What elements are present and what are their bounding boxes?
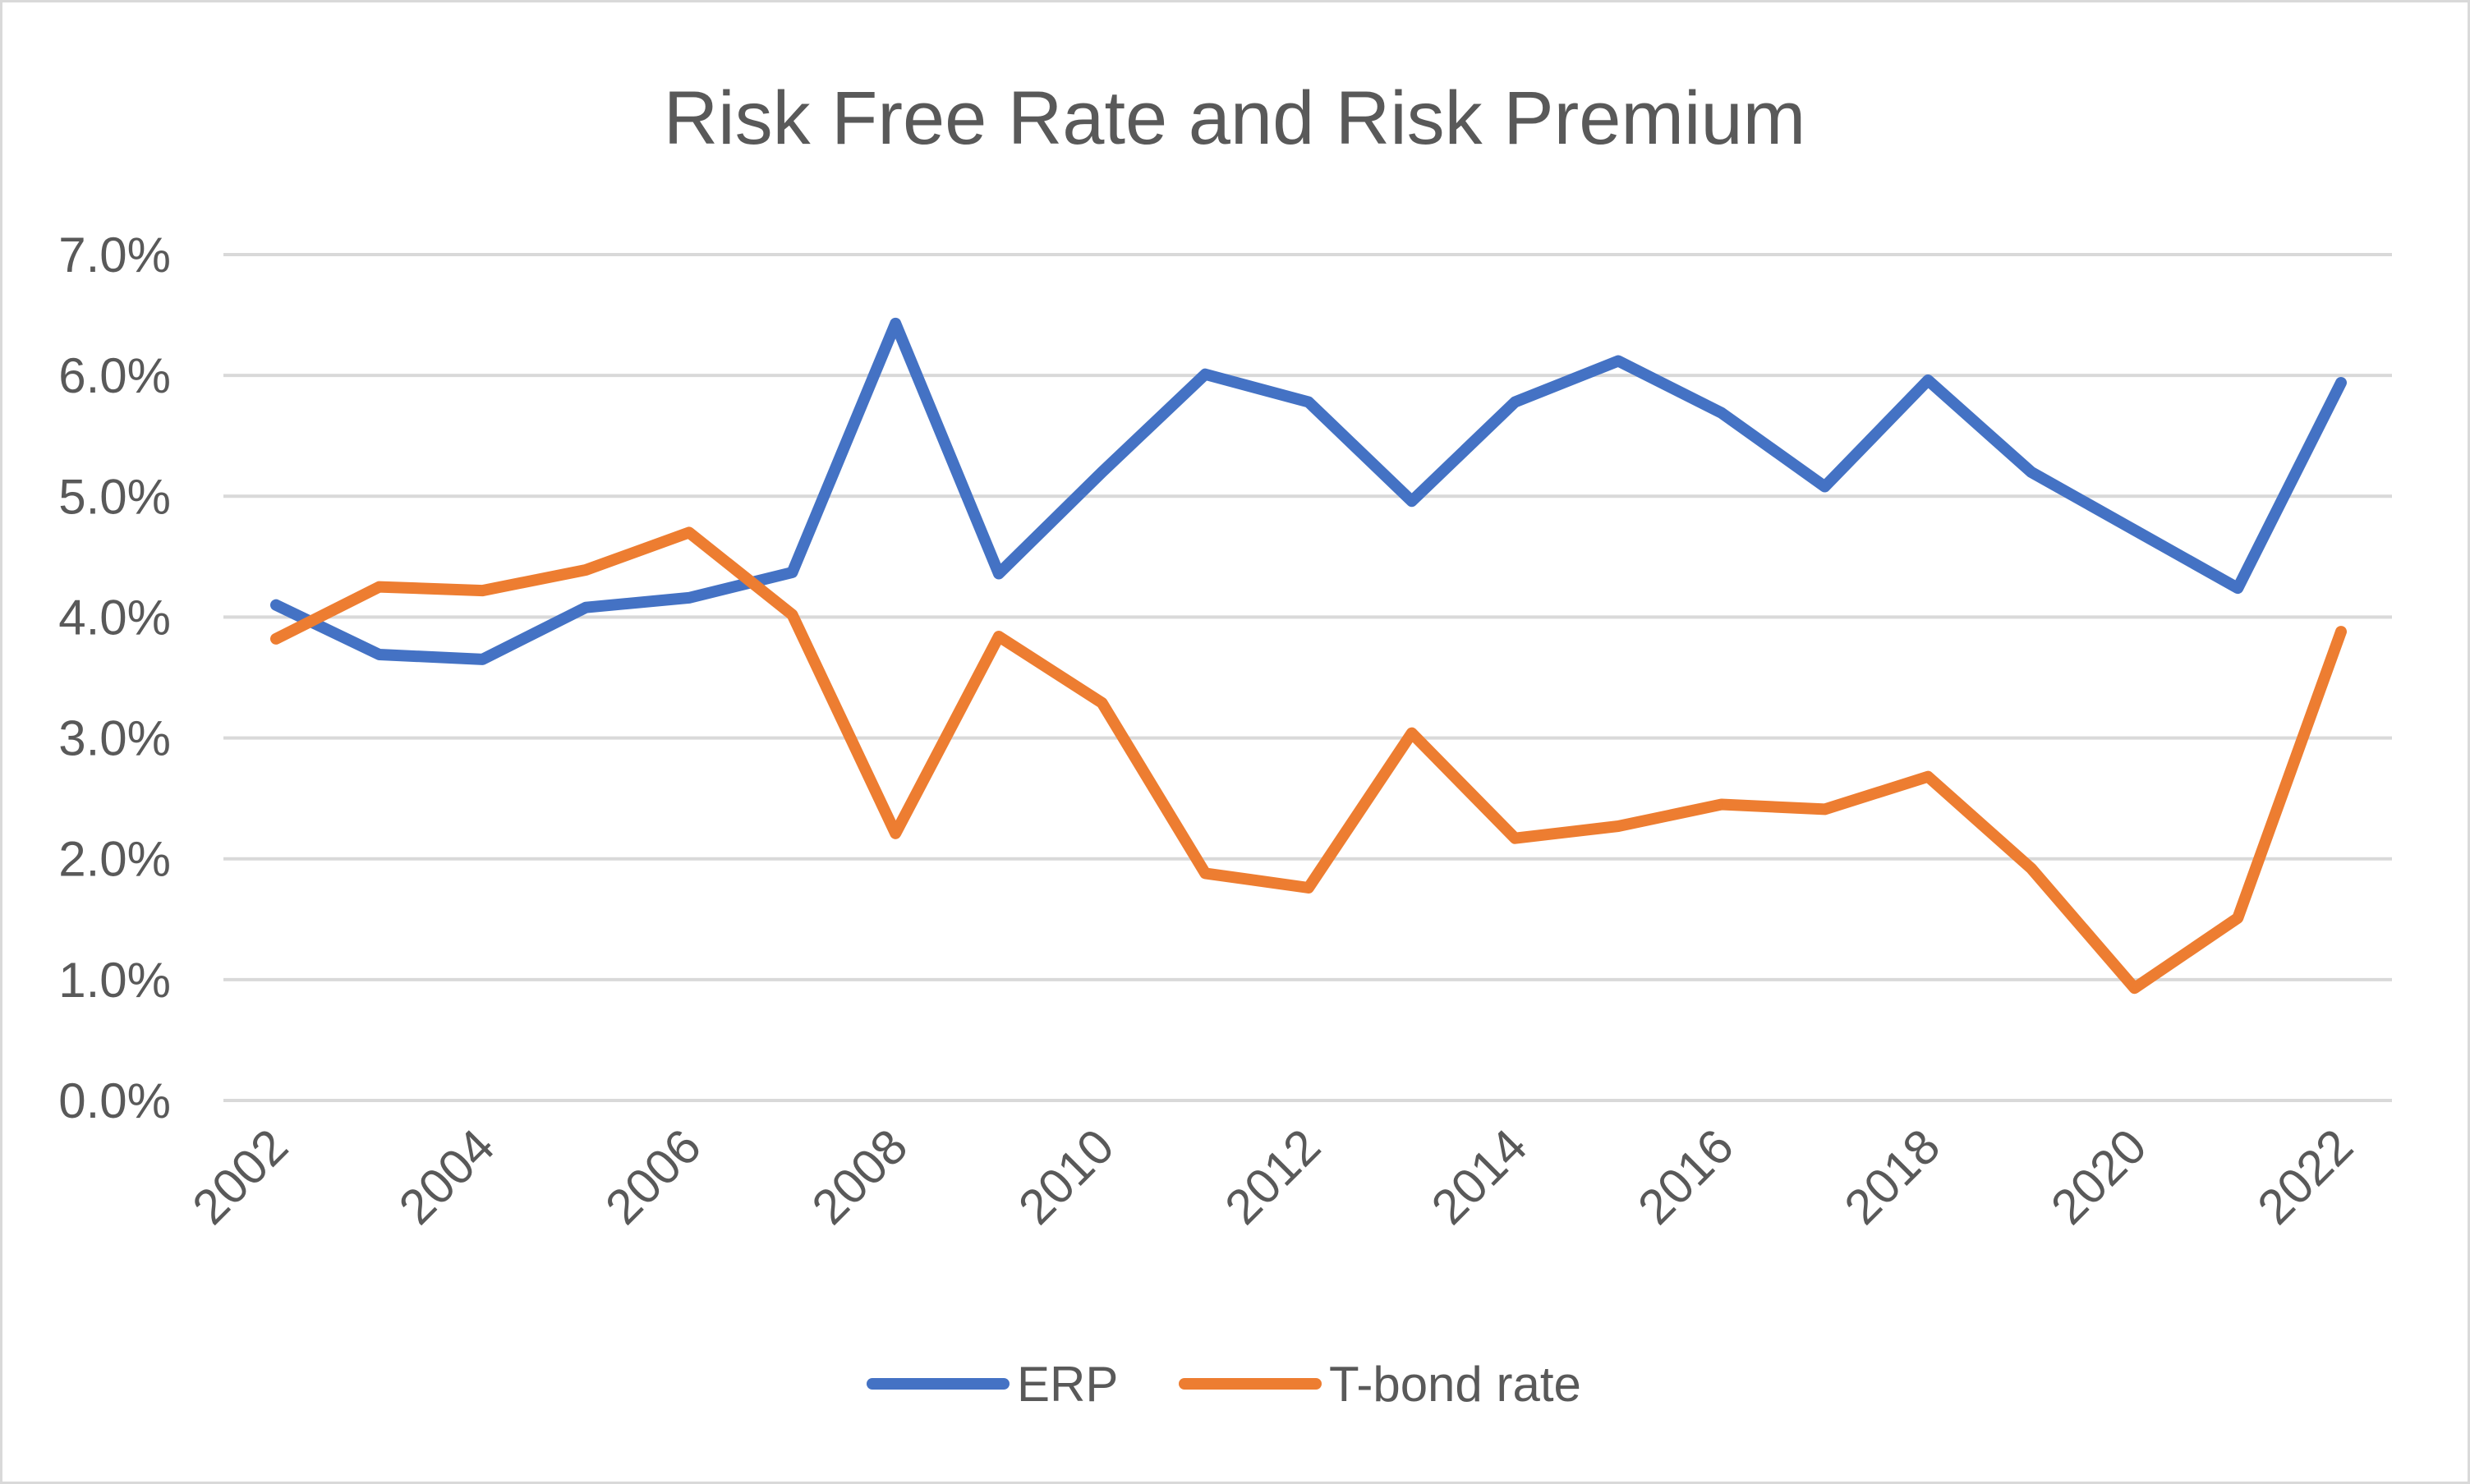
data-point: [996, 634, 1000, 638]
y-tick-label: 7.0%: [58, 227, 171, 283]
x-tick-label: 2012: [1214, 1119, 1331, 1235]
data-point: [274, 636, 278, 641]
data-point: [1100, 701, 1104, 705]
data-point: [1410, 731, 1414, 735]
x-tick-label: 2010: [1008, 1119, 1125, 1235]
legend-item: T-bond rate: [1179, 1357, 1581, 1412]
data-point: [2236, 586, 2240, 590]
data-point: [1617, 824, 1621, 828]
legend: ERP T-bond rate: [867, 1357, 1581, 1412]
data-point: [894, 831, 898, 835]
data-point: [481, 657, 485, 661]
y-tick-label: 6.0%: [58, 348, 171, 403]
y-tick-label: 4.0%: [58, 590, 171, 645]
data-point: [790, 613, 794, 617]
data-point: [1823, 485, 1827, 489]
data-point: [687, 531, 691, 535]
x-tick-label: 2018: [1834, 1119, 1951, 1235]
y-tick-label: 0.0%: [58, 1073, 171, 1128]
data-point: [1719, 411, 1723, 415]
x-tick-label: 2008: [802, 1119, 918, 1235]
data-point: [1513, 400, 1517, 404]
x-tick-label: 2022: [2247, 1119, 2363, 1235]
data-point: [1307, 400, 1310, 404]
series-lines: [270, 317, 2347, 995]
data-point: [274, 603, 278, 607]
data-point: [790, 570, 794, 574]
series-line: [270, 526, 2347, 995]
chart-title: Risk Free Rate and Risk Premium: [664, 76, 1806, 160]
x-tick-label: 2016: [1627, 1119, 1744, 1235]
x-tick-label: 2014: [1421, 1119, 1538, 1235]
data-point: [1926, 774, 1930, 779]
data-point: [2029, 866, 2033, 871]
legend-label: ERP: [1017, 1357, 1118, 1412]
data-point: [2339, 630, 2343, 634]
data-point: [1410, 499, 1414, 503]
data-point: [996, 572, 1000, 576]
data-point: [1719, 802, 1723, 806]
data-point: [2339, 380, 2343, 384]
data-point: [1823, 807, 1827, 811]
data-point: [1100, 470, 1104, 474]
series-erp: [270, 317, 2347, 665]
data-point: [2132, 986, 2137, 990]
data-point: [1307, 886, 1310, 890]
data-point: [894, 321, 898, 325]
x-tick-label: 2002: [182, 1119, 298, 1235]
data-point: [1203, 871, 1207, 875]
data-point: [584, 568, 588, 572]
x-tick-label: 2004: [389, 1119, 505, 1235]
x-tick-label: 2006: [595, 1119, 711, 1235]
data-point: [1513, 836, 1517, 840]
series-t-bond-rate: [270, 526, 2347, 995]
legend-label: T-bond rate: [1329, 1357, 1581, 1412]
data-point: [1203, 372, 1207, 376]
data-point: [584, 605, 588, 609]
data-point: [377, 585, 381, 589]
x-axis-tick-labels: 2002 2004 2006 2008 2010 2012 2014 2016 2018 2020…: [182, 1119, 2363, 1235]
data-point: [2029, 470, 2033, 474]
y-tick-label: 2.0%: [58, 832, 171, 887]
legend-item: ERP: [867, 1357, 1118, 1412]
y-tick-label: 3.0%: [58, 711, 171, 766]
x-tick-label: 2020: [2040, 1119, 2157, 1235]
data-point: [2236, 916, 2240, 920]
data-point: [1926, 379, 1930, 383]
y-tick-label: 1.0%: [58, 953, 171, 1008]
gridlines: [223, 253, 2392, 1102]
data-point: [481, 589, 485, 593]
y-tick-label: 5.0%: [58, 469, 171, 524]
y-axis-tick-labels: 0.0% 1.0% 2.0% 3.0% 4.0% 5.0% 6.0% 7.0%: [58, 227, 171, 1128]
data-point: [2132, 528, 2137, 532]
data-point: [377, 653, 381, 657]
data-point: [687, 595, 691, 600]
data-point: [1617, 359, 1621, 363]
